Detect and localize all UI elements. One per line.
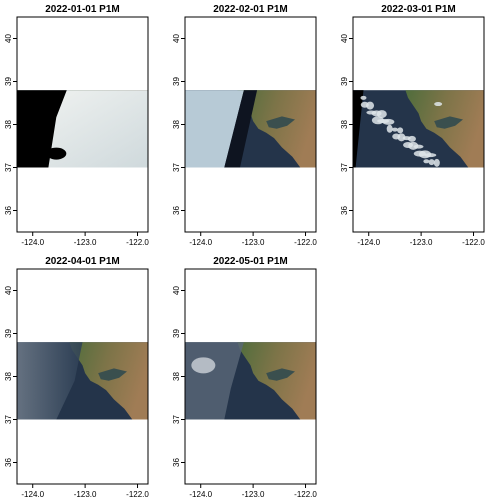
- x-tick-label: -122.0: [294, 238, 317, 247]
- y-tick-label: 40: [4, 286, 13, 295]
- y-tick-label: 39: [4, 77, 13, 86]
- panel-title: 2022-01-01 P1M: [45, 4, 120, 15]
- y-tick-label: 36: [4, 458, 13, 467]
- y-tick-label: 38: [4, 120, 13, 129]
- y-tick-label: 37: [4, 415, 13, 424]
- y-tick-label: 36: [340, 206, 349, 215]
- map-panel: 2022-03-01 P1M -124.0 -123.0 -122.0 36 37 38 39…: [340, 4, 485, 247]
- x-tick-label: -123.0: [74, 238, 97, 247]
- y-tick-label: 37: [4, 163, 13, 172]
- satellite-raster: [17, 342, 148, 420]
- y-tick-label: 38: [4, 372, 13, 381]
- y-tick-label: 39: [4, 329, 13, 338]
- y-tick-label: 37: [340, 163, 349, 172]
- x-tick-label: -123.0: [242, 490, 265, 499]
- x-tick-label: -123.0: [410, 238, 433, 247]
- x-tick-label: -124.0: [189, 238, 212, 247]
- y-tick-label: 38: [340, 120, 349, 129]
- y-tick-label: 36: [4, 206, 13, 215]
- x-tick-label: -123.0: [74, 490, 97, 499]
- y-tick-label: 40: [340, 34, 349, 43]
- y-tick-label: 38: [172, 120, 181, 129]
- panel-title: 2022-02-01 P1M: [213, 4, 288, 15]
- map-panel: 2022-04-01 P1M -124.0 -123.0 -122.0 36 37 38 39…: [4, 256, 149, 499]
- x-tick-label: -122.0: [126, 490, 149, 499]
- satellite-raster: [185, 342, 316, 420]
- y-tick-label: 39: [340, 77, 349, 86]
- satellite-raster: [17, 90, 148, 168]
- y-tick-label: 37: [172, 163, 181, 172]
- y-tick-label: 36: [172, 458, 181, 467]
- map-panel: 2022-01-01 P1M -124.0 -123.0 -122.0 36 37 38 39…: [4, 4, 149, 247]
- y-tick-label: 40: [172, 34, 181, 43]
- y-tick-label: 39: [172, 77, 181, 86]
- y-tick-label: 40: [172, 286, 181, 295]
- panel-title: 2022-04-01 P1M: [45, 256, 120, 267]
- x-tick-label: -122.0: [462, 238, 485, 247]
- x-tick-label: -123.0: [242, 238, 265, 247]
- y-tick-label: 36: [172, 206, 181, 215]
- map-panel: 2022-05-01 P1M -124.0 -123.0 -122.0 36 37 38 39…: [172, 256, 317, 499]
- satellite-raster: [185, 90, 316, 168]
- y-tick-label: 38: [172, 372, 181, 381]
- y-tick-label: 40: [4, 34, 13, 43]
- satellite-raster: [353, 90, 484, 168]
- x-tick-label: -124.0: [189, 490, 212, 499]
- x-tick-label: -122.0: [294, 490, 317, 499]
- panel-title: 2022-05-01 P1M: [213, 256, 288, 267]
- panel-title: 2022-03-01 P1M: [381, 4, 456, 15]
- x-tick-label: -122.0: [126, 238, 149, 247]
- x-tick-label: -124.0: [357, 238, 380, 247]
- x-tick-label: -124.0: [21, 490, 44, 499]
- map-panel: 2022-02-01 P1M -124.0 -123.0 -122.0 36 37 38 39…: [172, 4, 317, 247]
- y-tick-label: 37: [172, 415, 181, 424]
- y-tick-label: 39: [172, 329, 181, 338]
- x-tick-label: -124.0: [21, 238, 44, 247]
